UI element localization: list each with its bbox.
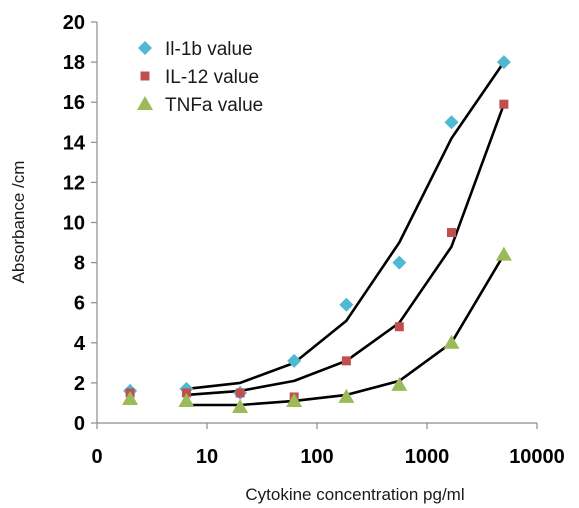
y-tick-label: 4 — [74, 333, 86, 355]
x-tick-label: 10 — [196, 446, 218, 468]
y-tick-label: 10 — [63, 213, 85, 235]
legend-label-2: IL-12 value — [165, 67, 259, 88]
data-point-series-1 — [444, 115, 459, 130]
data-point-series-2 — [235, 388, 245, 398]
axes — [91, 21, 538, 429]
y-tick-label: 12 — [63, 172, 85, 194]
data-point-series-3 — [338, 388, 355, 403]
data-point-series-3 — [443, 334, 460, 349]
fit-line-series-2 — [186, 103, 506, 397]
x-axis-title: Cytokine concentration pg/ml — [245, 485, 464, 504]
data-point-series-1 — [339, 297, 354, 312]
data-point-series-1 — [287, 353, 302, 368]
x-tick-label: 0 — [91, 446, 102, 468]
legend-label-1: Il-1b value — [165, 39, 253, 60]
y-axis-title: Absorbance /cm — [9, 161, 28, 284]
y-tick-label: 14 — [63, 132, 86, 154]
y-tick-label: 2 — [74, 373, 85, 395]
x-tick-label: 100 — [300, 446, 333, 468]
data-point-series-1 — [496, 55, 511, 70]
data-point-series-3 — [232, 398, 249, 413]
tick-labels: 0 2 4 6 8 10 12 14 16 18 20 0 10 100 1000 10000 — [63, 12, 565, 468]
data-point-series-3 — [495, 246, 512, 261]
fit-line-series-1 — [186, 61, 505, 391]
data-point-series-3 — [178, 392, 195, 407]
data-point-series-2 — [446, 228, 456, 238]
x-tick-label: 10000 — [509, 446, 565, 468]
data-point-series-3 — [286, 392, 303, 407]
y-tick-label: 8 — [74, 253, 85, 275]
y-tick-label: 16 — [63, 92, 85, 114]
data-point-series-3 — [122, 390, 139, 405]
data-point-series-3 — [391, 376, 408, 391]
legend-marker-3 — [137, 96, 153, 110]
x-tick-label: 1000 — [405, 446, 450, 468]
y-tick-label: 20 — [63, 12, 85, 34]
data-point-series-2 — [499, 99, 509, 109]
legend-label-3: TNFa value — [165, 95, 263, 116]
legend-marker-1 — [138, 41, 152, 55]
y-tick-label: 18 — [63, 52, 85, 74]
legend: Il-1b value IL-12 value TNFa value — [137, 39, 263, 116]
y-tick-label: 6 — [74, 293, 85, 315]
data-points — [122, 55, 512, 413]
data-point-series-1 — [392, 255, 407, 270]
data-point-series-2 — [341, 356, 351, 366]
data-point-series-2 — [181, 388, 191, 398]
legend-marker-2 — [140, 71, 150, 81]
data-point-series-2 — [394, 322, 404, 332]
y-tick-label: 0 — [74, 413, 85, 435]
